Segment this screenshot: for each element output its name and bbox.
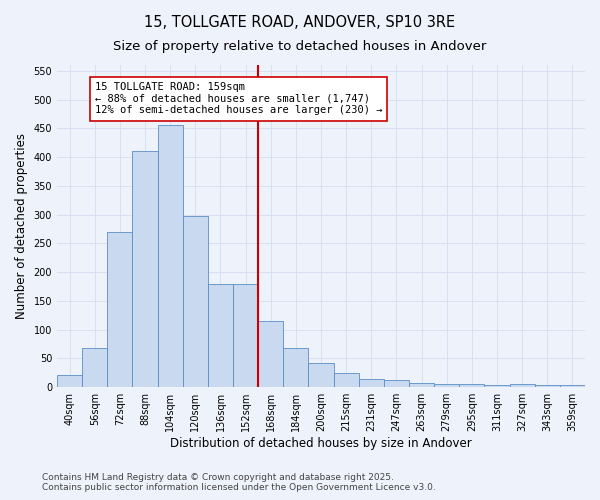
Bar bbox=[258, 321, 283, 387]
Bar bbox=[57, 374, 82, 387]
Bar bbox=[208, 284, 233, 387]
Text: 15, TOLLGATE ROAD, ANDOVER, SP10 3RE: 15, TOLLGATE ROAD, ANDOVER, SP10 3RE bbox=[145, 15, 455, 30]
Bar bbox=[384, 380, 409, 387]
Bar bbox=[434, 384, 459, 387]
Bar bbox=[308, 363, 334, 387]
Bar bbox=[283, 348, 308, 387]
Text: 15 TOLLGATE ROAD: 159sqm
← 88% of detached houses are smaller (1,747)
12% of sem: 15 TOLLGATE ROAD: 159sqm ← 88% of detach… bbox=[95, 82, 382, 116]
Bar bbox=[409, 383, 434, 387]
Bar bbox=[133, 152, 158, 387]
Bar bbox=[509, 384, 535, 387]
Y-axis label: Number of detached properties: Number of detached properties bbox=[15, 133, 28, 319]
Text: Size of property relative to detached houses in Andover: Size of property relative to detached ho… bbox=[113, 40, 487, 53]
Bar bbox=[535, 385, 560, 387]
Bar bbox=[459, 384, 484, 387]
Bar bbox=[233, 284, 258, 387]
Bar bbox=[359, 378, 384, 387]
Bar bbox=[107, 232, 133, 387]
X-axis label: Distribution of detached houses by size in Andover: Distribution of detached houses by size … bbox=[170, 437, 472, 450]
Bar bbox=[158, 126, 183, 387]
Bar bbox=[484, 385, 509, 387]
Bar bbox=[560, 386, 585, 387]
Bar bbox=[183, 216, 208, 387]
Text: Contains HM Land Registry data © Crown copyright and database right 2025.
Contai: Contains HM Land Registry data © Crown c… bbox=[42, 473, 436, 492]
Bar bbox=[334, 373, 359, 387]
Bar bbox=[82, 348, 107, 387]
